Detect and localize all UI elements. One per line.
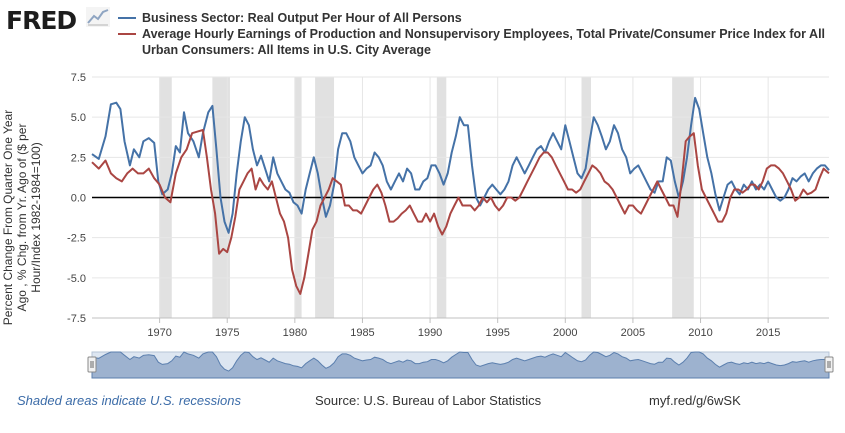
legend-item-real-earnings[interactable]: Average Hourly Earnings of Production an… bbox=[118, 26, 838, 58]
y-tick-label: 0.0 bbox=[71, 193, 86, 205]
short-url[interactable]: myf.red/g/6wSK bbox=[649, 393, 741, 408]
y-tick-label: 5.0 bbox=[71, 112, 86, 124]
recession-note: Shaded areas indicate U.S. recessions bbox=[17, 393, 242, 408]
x-tick-label: 2015 bbox=[756, 327, 780, 339]
chart-legend: Business Sector: Real Output Per Hour of… bbox=[118, 10, 838, 58]
series-line-productivity bbox=[91, 96, 830, 234]
y-tick-label: -5.0 bbox=[67, 273, 86, 285]
y-tick-label: 7.5 bbox=[71, 72, 86, 84]
y-tick-label: -2.5 bbox=[67, 233, 86, 245]
navigator-handle-left bbox=[87, 356, 97, 373]
legend-label: Business Sector: Real Output Per Hour of… bbox=[142, 11, 462, 25]
x-axis-ticks: 1970 1975 1980 1985 1990 1995 2000 2005 2010 2015 bbox=[92, 317, 829, 339]
fred-logo[interactable]: FRED bbox=[6, 6, 77, 35]
x-tick-label: 2000 bbox=[553, 327, 577, 339]
navigator-handle-right bbox=[824, 356, 834, 373]
y-tick-label: -7.5 bbox=[67, 313, 86, 325]
legend-swatch-red bbox=[118, 33, 136, 35]
y-tick-label: 2.5 bbox=[71, 152, 86, 164]
y-axis-label: Percent Change From Quarter One YearAgo … bbox=[1, 110, 43, 325]
x-tick-label: 1970 bbox=[147, 327, 171, 339]
legend-item-productivity[interactable]: Business Sector: Real Output Per Hour of… bbox=[118, 10, 838, 26]
series-lines bbox=[91, 96, 830, 295]
legend-label: Average Hourly Earnings of Production an… bbox=[142, 27, 826, 57]
navigator-series-area bbox=[91, 351, 830, 379]
x-tick-label: 1975 bbox=[215, 327, 239, 339]
y-axis-ticks: 7.5 5.0 2.5 0.0 -2.5 -5.0 -7.5 bbox=[67, 72, 86, 325]
source-note: Source: U.S. Bureau of Labor Statistics bbox=[315, 393, 542, 408]
legend-swatch-blue bbox=[118, 17, 136, 19]
x-tick-label: 1995 bbox=[485, 327, 509, 339]
range-navigator[interactable] bbox=[87, 351, 834, 379]
series-line-real-earnings bbox=[91, 129, 830, 295]
trend-graph-icon bbox=[86, 7, 110, 27]
x-tick-label: 1985 bbox=[350, 327, 374, 339]
x-tick-label: 2010 bbox=[688, 327, 712, 339]
x-tick-label: 1990 bbox=[418, 327, 442, 339]
x-tick-label: 2005 bbox=[621, 327, 645, 339]
header: FRED Business Sector: Real Output Per Ho… bbox=[0, 0, 845, 70]
x-tick-label: 1980 bbox=[283, 327, 307, 339]
